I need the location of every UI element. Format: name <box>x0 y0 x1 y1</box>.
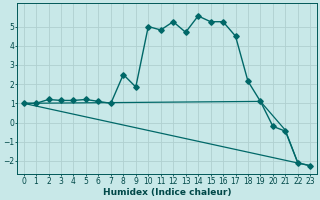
X-axis label: Humidex (Indice chaleur): Humidex (Indice chaleur) <box>103 188 231 197</box>
